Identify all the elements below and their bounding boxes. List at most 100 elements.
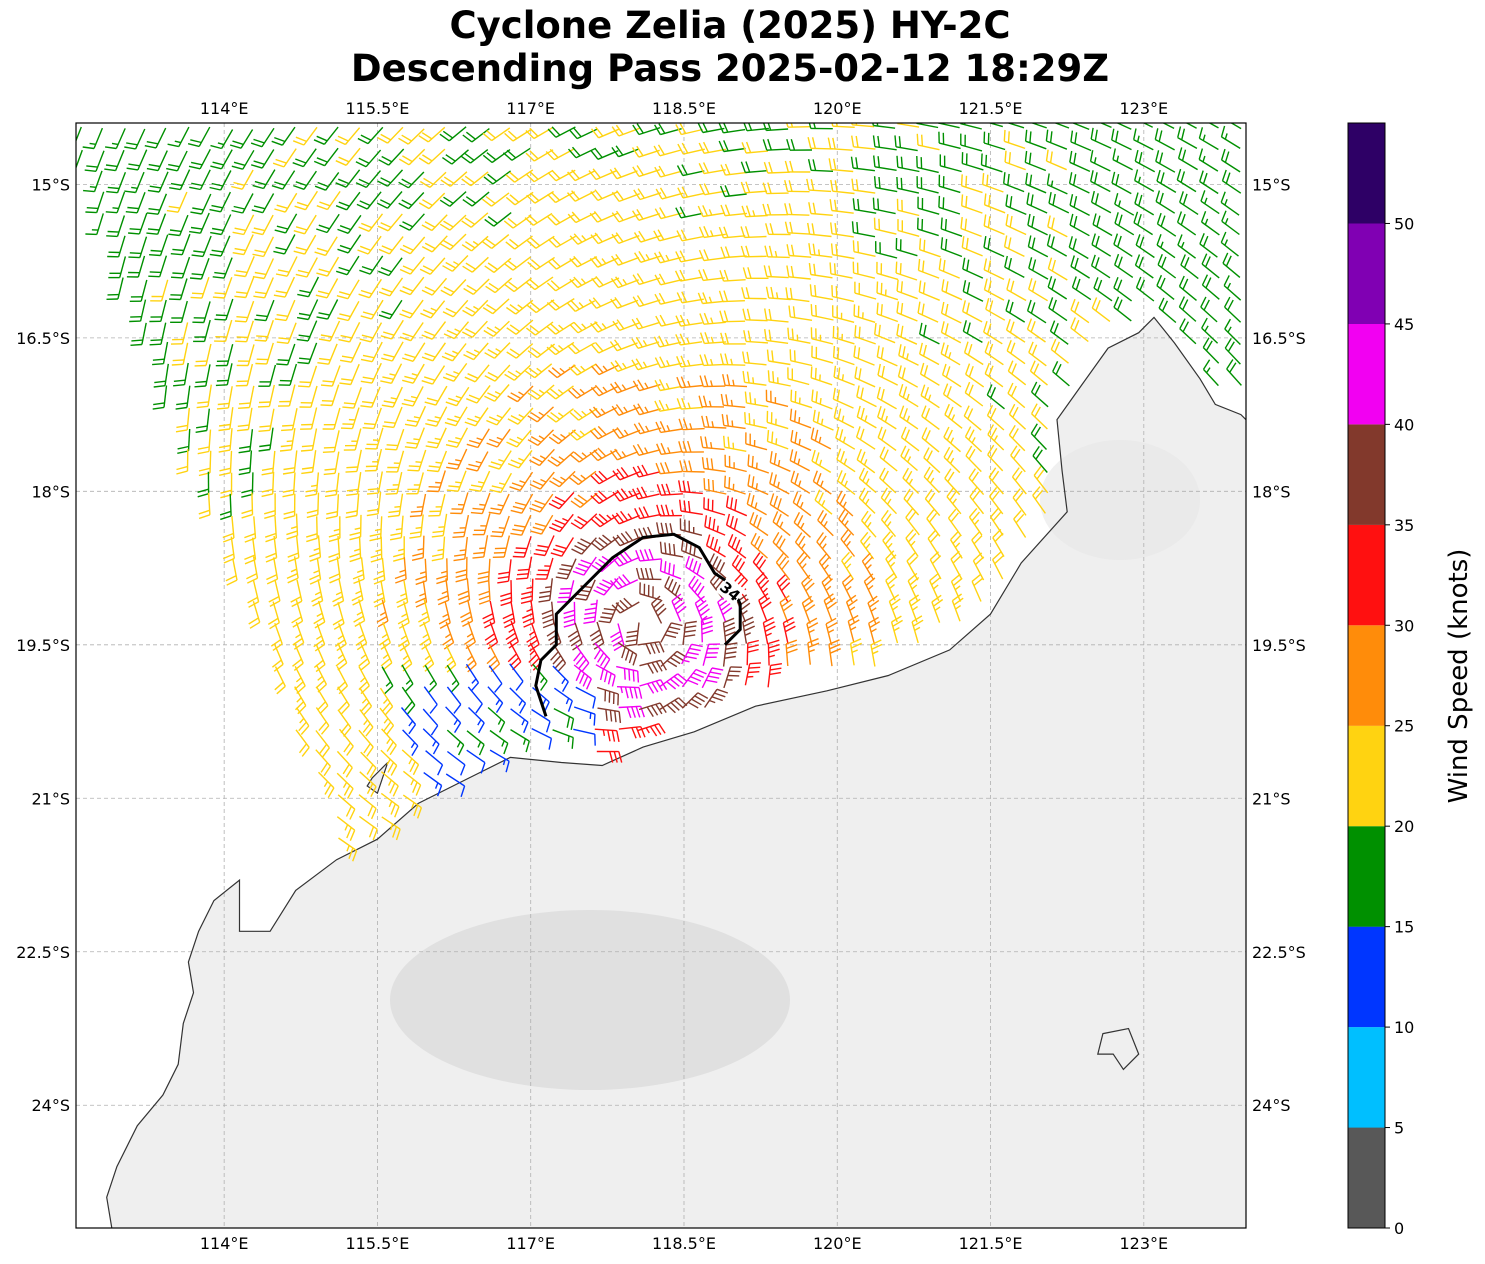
wind-barb-flag <box>1050 236 1055 248</box>
wind-barb <box>231 169 254 190</box>
wind-barb-flag <box>567 148 577 159</box>
wind-barb-shaft <box>387 213 403 232</box>
wind-barb-half-flag <box>1204 197 1208 204</box>
wind-barb <box>784 221 810 235</box>
wind-barb-shaft <box>897 123 920 128</box>
wind-barb-shaft <box>832 295 854 303</box>
wind-barb-shaft <box>199 169 211 190</box>
wind-barb-half-flag <box>1224 133 1228 140</box>
wind-barb-shaft <box>1004 140 1026 150</box>
wind-barb-shaft <box>242 149 255 170</box>
wind-barb-flag <box>654 166 662 178</box>
wind-barb <box>1198 148 1219 172</box>
wind-barb-half-flag <box>394 505 401 508</box>
wind-barb-shaft <box>371 299 384 320</box>
wind-barb-shaft <box>199 148 211 170</box>
wind-barb-half-flag <box>1180 241 1185 249</box>
wind-barb <box>547 213 576 226</box>
wind-barb-flag <box>616 190 624 201</box>
wind-barb-flag <box>942 197 945 209</box>
wind-barb-flag <box>360 315 372 320</box>
wind-barb-shaft <box>1003 182 1025 193</box>
wind-barb-flag <box>636 273 645 284</box>
wind-barb-shaft <box>272 471 275 494</box>
wind-barb-flag <box>236 336 249 339</box>
wind-barb-shaft <box>369 255 384 275</box>
wind-barb-flag <box>745 161 751 173</box>
wind-barb-flag <box>590 128 600 139</box>
wind-barb-shaft <box>387 126 404 144</box>
wind-barb-flag <box>573 276 583 286</box>
wind-barb-flag <box>150 249 163 252</box>
wind-barb-flag <box>831 285 834 297</box>
wind-barb-shaft <box>722 300 745 303</box>
wind-barb-half-flag <box>819 398 822 405</box>
wind-barb-flag <box>491 531 504 534</box>
wind-barb <box>1092 213 1113 237</box>
wind-barb-flag <box>743 123 748 131</box>
wind-barb-flag <box>592 168 601 179</box>
wind-barb-flag <box>484 265 495 273</box>
wind-barb <box>632 209 660 221</box>
wind-barb <box>377 213 403 232</box>
wind-barb-flag <box>653 230 661 242</box>
wind-barb-flag <box>401 134 412 142</box>
wind-barb <box>418 126 446 143</box>
wind-barb-flag <box>679 123 687 134</box>
wind-barb-shaft <box>873 208 896 215</box>
wind-barb-flag <box>632 166 640 177</box>
wind-barb-flag <box>1161 256 1167 268</box>
wind-barb-shaft <box>683 148 705 155</box>
wind-barb-flag <box>528 214 538 224</box>
wind-barb-shaft <box>1047 226 1068 238</box>
wind-barb-flag <box>793 350 796 362</box>
wind-barb-flag <box>335 205 347 211</box>
wind-barb-shaft <box>703 385 726 388</box>
wind-barb-flag <box>1176 168 1182 181</box>
wind-barb-shaft <box>285 213 298 234</box>
wind-barb-shaft <box>1134 202 1155 216</box>
wind-barb-shaft <box>1113 287 1133 302</box>
wind-barb-shaft <box>960 144 983 152</box>
wind-barb <box>250 127 275 148</box>
wind-barb-flag <box>321 400 334 402</box>
wind-barb-shaft <box>617 299 639 309</box>
wind-barb <box>1114 193 1135 216</box>
wind-barb <box>762 123 789 132</box>
wind-barb-shaft <box>766 128 789 132</box>
wind-barb-flag <box>658 292 666 304</box>
wind-barb-flag <box>462 134 473 143</box>
wind-barb-flag <box>1155 190 1161 202</box>
wind-barb-half-flag <box>730 399 733 407</box>
wind-barb-flag <box>231 185 243 190</box>
wind-barb-flag <box>463 287 474 295</box>
wind-barb <box>252 169 276 190</box>
wind-barb-half-flag <box>435 461 442 464</box>
wind-barb-flag <box>1225 172 1231 184</box>
wind-barb <box>85 213 104 236</box>
wind-barb <box>1220 148 1241 173</box>
wind-barb-shaft <box>853 146 876 150</box>
wind-barb-flag <box>590 191 599 201</box>
wind-barb-half-flag <box>601 258 607 264</box>
wind-barb-flag <box>573 233 583 243</box>
wind-barb <box>1046 173 1068 195</box>
wind-barb-shaft <box>1048 202 1070 214</box>
wind-barb-flag <box>895 261 898 274</box>
wind-barb <box>676 229 704 242</box>
wind-barb-flag <box>1177 107 1180 118</box>
wind-barb-flag <box>170 253 183 256</box>
wind-barb-flag <box>720 204 726 216</box>
wind-barb-shaft <box>511 147 531 161</box>
wind-barb-flag <box>424 242 436 250</box>
wind-barb-shaft <box>896 248 918 257</box>
wind-barb-flag <box>380 267 392 273</box>
wind-barb-flag <box>170 182 183 187</box>
wind-barb-flag <box>146 232 158 235</box>
wind-barb-flag <box>785 123 789 128</box>
wind-barb-flag <box>452 535 464 538</box>
wind-barb-flag <box>1031 280 1037 292</box>
wind-barb-flag <box>1180 171 1186 183</box>
wind-barb-flag <box>322 380 334 383</box>
wind-barb-flag <box>1003 172 1006 184</box>
